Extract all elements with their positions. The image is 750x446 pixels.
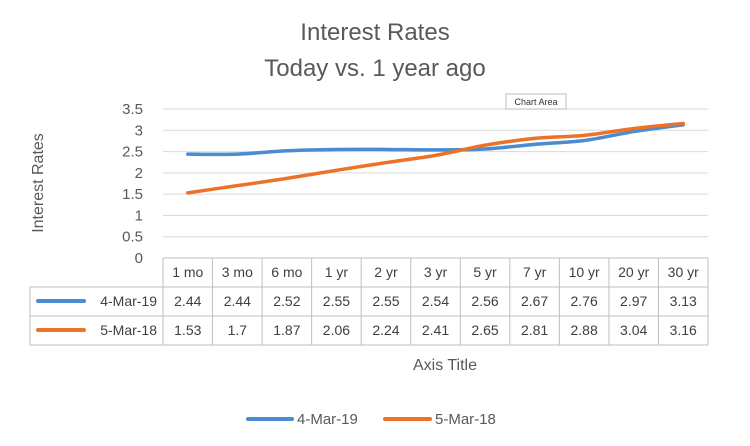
- x-tick-label: 10 yr: [569, 264, 600, 280]
- y-tick-label: 1: [135, 207, 143, 224]
- x-tick-label: 30 yr: [668, 264, 699, 280]
- x-axis-title[interactable]: Axis Title: [413, 357, 477, 374]
- series-line[interactable]: [186, 121, 685, 195]
- table-cell-value: 2.52: [273, 293, 300, 309]
- x-tick-label: 1 yr: [325, 264, 349, 280]
- chart-title: Interest Rates Today vs. 1 year ago: [264, 19, 485, 82]
- y-tick-label: 2: [135, 165, 143, 182]
- table-cell-value: 2.67: [521, 293, 548, 309]
- table-cell-value: 2.56: [471, 293, 498, 309]
- y-tick-label: 3.5: [122, 101, 143, 118]
- table-cell-value: 2.81: [521, 322, 548, 338]
- x-tick-label: 1 mo: [172, 264, 203, 280]
- x-tick-label: 3 mo: [222, 264, 253, 280]
- table-series-name: 5-Mar-18: [100, 322, 157, 338]
- table-cell-value: 1.53: [174, 322, 201, 338]
- data-table: 1 mo 3 mo 6 mo 1 yr 2 yr 3 yr 5 yr 7 yr 10 yr 20 …: [29, 257, 709, 346]
- legend-label[interactable]: 5-Mar-18: [435, 411, 496, 428]
- table-cell-value: 1.7: [228, 322, 248, 338]
- y-axis-ticks: 0 0.5 1 1.5 2 2.5 3 3.5: [122, 101, 143, 267]
- table-cell-value: 2.44: [174, 293, 201, 309]
- legend[interactable]: 4-Mar-19 5-Mar-18: [246, 411, 496, 428]
- table-cell-value: 1.87: [273, 322, 300, 338]
- table-series-name: 4-Mar-19: [100, 293, 157, 309]
- x-tick-label: 20 yr: [618, 264, 649, 280]
- table-cell-value: 2.24: [372, 322, 399, 338]
- table-cell-value: 2.55: [323, 293, 350, 309]
- y-tick-label: 1.5: [122, 186, 143, 203]
- table-cell-value: 2.76: [571, 293, 598, 309]
- x-tick-label: 2 yr: [374, 264, 398, 280]
- table-cell-value: 2.55: [372, 293, 399, 309]
- series-line[interactable]: [186, 123, 685, 157]
- tooltip-text: Chart Area: [514, 97, 557, 107]
- table-cell-value: 2.06: [323, 322, 350, 338]
- y-tick-label: 0.5: [122, 229, 143, 246]
- table-cell-value: 3.04: [620, 322, 647, 338]
- table-cell-value: 2.97: [620, 293, 647, 309]
- table-cell-value: 2.88: [571, 322, 598, 338]
- x-tick-label: 3 yr: [424, 264, 448, 280]
- series-lines[interactable]: [186, 121, 685, 195]
- x-tick-label: 6 mo: [271, 264, 302, 280]
- table-cell-value: 2.41: [422, 322, 449, 338]
- x-tick-label: 7 yr: [523, 264, 547, 280]
- chart-title-line-2: Today vs. 1 year ago: [264, 55, 485, 82]
- y-tick-label: 0: [135, 250, 143, 267]
- tooltip-box: [505, 93, 567, 110]
- chart-title-line-1: Interest Rates: [300, 19, 449, 46]
- legend-label[interactable]: 4-Mar-19: [297, 411, 358, 428]
- x-tick-label: 5 yr: [473, 264, 497, 280]
- chart-area-tooltip: Chart Area: [505, 93, 567, 110]
- table-cell-value: 2.44: [224, 293, 251, 309]
- table-cell-value: 2.54: [422, 293, 449, 309]
- table-cell-value: 2.65: [471, 322, 498, 338]
- y-axis-label: Interest Rates: [30, 133, 47, 233]
- table-cell-value: 3.16: [670, 322, 697, 338]
- table-cell-value: 3.13: [670, 293, 697, 309]
- y-tick-label: 3: [135, 122, 143, 139]
- y-tick-label: 2.5: [122, 144, 143, 161]
